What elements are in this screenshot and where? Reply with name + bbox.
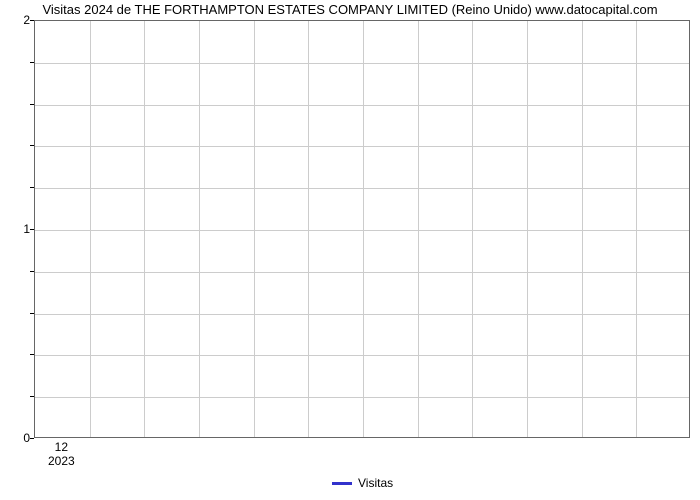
grid-line-v <box>144 21 145 437</box>
legend-line-icon <box>332 482 352 485</box>
y-tick-label: 1 <box>6 222 30 236</box>
grid-line-v <box>418 21 419 437</box>
y-tick-mark <box>30 104 34 105</box>
chart-legend: Visitas <box>332 476 393 490</box>
grid-line-h <box>35 188 689 189</box>
chart-title: Visitas 2024 de THE FORTHAMPTON ESTATES … <box>0 2 700 17</box>
grid-line-h <box>35 355 689 356</box>
y-tick-mark <box>30 145 34 146</box>
grid-line-v <box>582 21 583 437</box>
grid-line-h <box>35 230 689 231</box>
grid-line-v <box>527 21 528 437</box>
y-tick-label: 2 <box>6 13 30 27</box>
grid-line-v <box>636 21 637 437</box>
grid-line-v <box>254 21 255 437</box>
y-tick-mark <box>30 229 34 230</box>
x-tick-label-year: 2023 <box>48 454 75 468</box>
x-tick-label-month: 12 <box>55 440 68 454</box>
grid-line-h <box>35 146 689 147</box>
grid-line-h <box>35 105 689 106</box>
grid-line-h <box>35 63 689 64</box>
y-tick-mark <box>30 438 34 439</box>
y-tick-mark <box>30 313 34 314</box>
grid-line-v <box>308 21 309 437</box>
y-tick-mark <box>30 187 34 188</box>
y-tick-mark <box>30 62 34 63</box>
grid-line-v <box>90 21 91 437</box>
grid-line-h <box>35 314 689 315</box>
y-tick-mark <box>30 354 34 355</box>
grid-line-v <box>363 21 364 437</box>
grid-line-h <box>35 397 689 398</box>
grid-line-v <box>199 21 200 437</box>
grid-line-v <box>472 21 473 437</box>
grid-line-h <box>35 272 689 273</box>
y-tick-mark <box>30 20 34 21</box>
y-tick-label: 0 <box>6 431 30 445</box>
legend-label: Visitas <box>358 476 393 490</box>
y-tick-mark <box>30 271 34 272</box>
y-tick-mark <box>30 396 34 397</box>
chart-plot-area <box>34 20 690 438</box>
